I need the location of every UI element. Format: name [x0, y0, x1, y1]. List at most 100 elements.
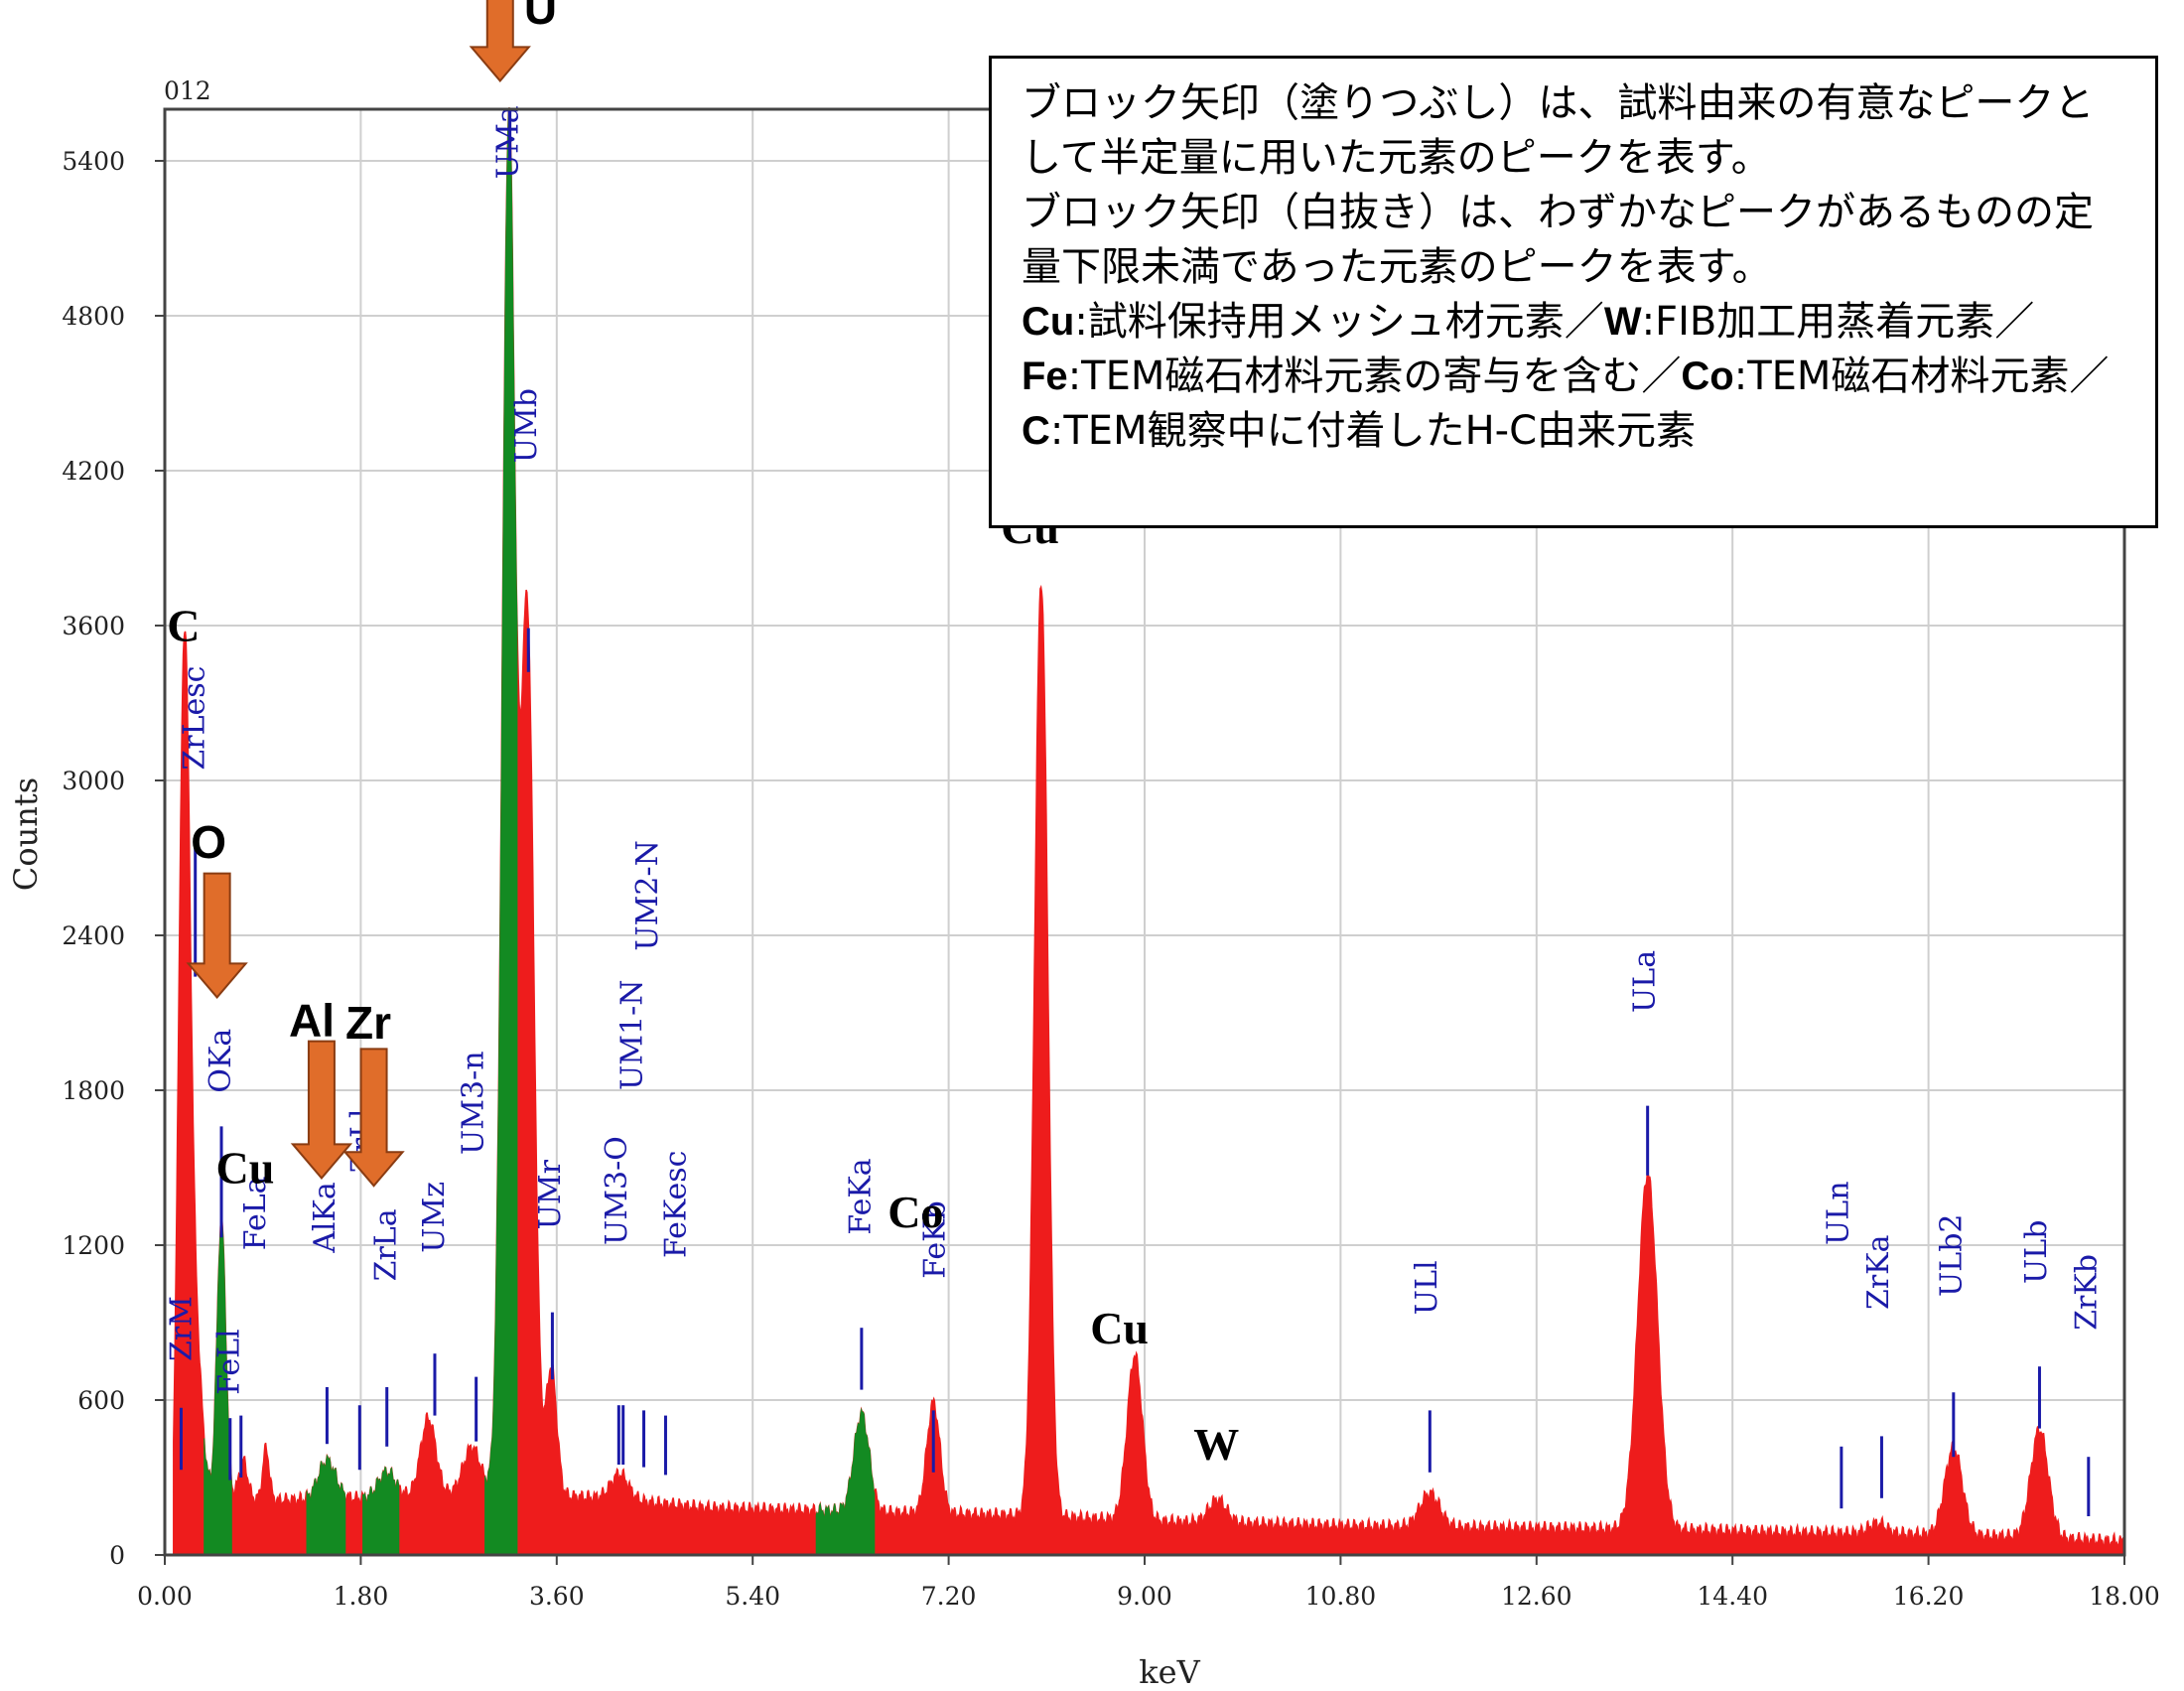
- peak-marker: UM1-N: [614, 980, 649, 1465]
- peak-marker: ZrKa: [1861, 1234, 1896, 1498]
- legend-element-notes: Cu:試料保持用メッシュ材元素／W:FIB加工用蒸着元素／Fe:TEM磁石材料元…: [1022, 295, 2125, 459]
- quantified-band-3: [484, 107, 518, 1556]
- x-tick-label-9: 16.20: [1893, 1582, 1965, 1611]
- peak-marker: ULb: [2019, 1220, 2054, 1429]
- peak-marker: UMa: [490, 105, 525, 179]
- peak-marker: UM3-n: [456, 1051, 490, 1442]
- x-tick-label-6: 10.80: [1305, 1582, 1377, 1611]
- y-tick-label-4: 2400: [62, 921, 125, 950]
- legend-co-symbol: Co: [1681, 354, 1734, 398]
- legend-fe-desc: :TEM磁石材料元素の寄与を含む／: [1067, 353, 1682, 399]
- y-axis-title: Counts: [7, 777, 45, 891]
- y-tick-label-8: 4800: [62, 302, 125, 331]
- peak-marker-label-18: FeKb: [917, 1200, 952, 1279]
- peak-marker-label-4: FeLa: [238, 1176, 273, 1250]
- x-tick-label-2: 3.60: [529, 1582, 585, 1611]
- peak-marker-label-22: ZrKa: [1861, 1234, 1896, 1310]
- peak-marker: ULa: [1627, 950, 1662, 1176]
- peak-marker-label-12: UMr: [533, 1159, 568, 1229]
- peak-marker: FeLl: [212, 1329, 247, 1480]
- peak-marker-label-16: FeKesc: [658, 1151, 693, 1259]
- y-tick-label-9: 5400: [62, 147, 125, 176]
- spectrum: [173, 107, 2125, 1556]
- peak-marker: FeLa: [238, 1176, 273, 1478]
- peak-marker: OKa: [204, 1029, 238, 1238]
- legend-cu-symbol: Cu: [1022, 300, 1075, 344]
- legend-c-desc: :TEM観察中に付着したH-C由来元素: [1049, 408, 1697, 454]
- peak-marker-label-0: ZrM: [164, 1296, 199, 1361]
- x-tick-label-5: 9.00: [1117, 1582, 1172, 1611]
- legend-fe-symbol: Fe: [1022, 354, 1068, 398]
- peak-marker-label-8: UMz: [417, 1182, 452, 1253]
- legend-box: ブロック矢印（塗りつぶし）は、試料由来の有意なピークとして半定量に用いた元素のピ…: [989, 56, 2158, 528]
- peak-marker: ULl: [1410, 1260, 1444, 1473]
- element-label-co-7: Co: [887, 1187, 943, 1237]
- peak-marker: ZrLesc: [178, 666, 212, 977]
- peak-marker-label-17: FeKa: [844, 1158, 879, 1234]
- element-label-c-0: C: [167, 601, 200, 651]
- peak-marker-label-15: UM2-N: [630, 840, 665, 950]
- peak-marker: FeKesc: [658, 1151, 693, 1476]
- peak-marker-label-10: UMa: [490, 105, 525, 179]
- quantified-band-1: [306, 1454, 346, 1556]
- peak-marker: UMb: [509, 388, 544, 672]
- element-label-u-5: U: [524, 0, 557, 34]
- peak-marker: ULn: [1822, 1181, 1856, 1509]
- peak-markers: ZrMZrLescOKaFeLlFeLaAlKaZrLlZrLaUMzUM3-n…: [164, 105, 2105, 1516]
- x-tick-label-8: 14.40: [1697, 1582, 1768, 1611]
- peak-marker-label-20: ULa: [1627, 950, 1662, 1013]
- peak-marker: UMz: [417, 1182, 452, 1416]
- element-label-cu-8: Cu: [1090, 1303, 1149, 1353]
- peak-marker-label-19: ULl: [1410, 1260, 1444, 1315]
- peak-marker-label-23: ULb2: [1935, 1214, 1970, 1298]
- legend-w-desc: :FIB加工用蒸着元素／: [1641, 299, 2035, 345]
- element-label-o-1: O: [191, 816, 226, 868]
- legend-c-symbol: C: [1022, 409, 1050, 453]
- peak-marker-label-21: ULn: [1822, 1181, 1856, 1245]
- peak-marker-label-1: ZrLesc: [178, 666, 212, 771]
- peak-marker-label-24: ULb: [2019, 1220, 2054, 1284]
- peak-marker-label-7: ZrLa: [369, 1208, 404, 1281]
- arrow-u: [469, 0, 531, 82]
- element-label-w-9: W: [1193, 1419, 1239, 1470]
- legend-line-hollow-arrow: ブロック矢印（白抜き）は、わずかなピークがあるものの定量下限未満であった元素のピ…: [1022, 190, 2094, 290]
- element-label-cu-2: Cu: [216, 1143, 275, 1194]
- peak-marker: ULb2: [1935, 1214, 1970, 1458]
- y-tick-label-3: 1800: [62, 1076, 125, 1105]
- peak-marker-label-3: FeLl: [212, 1329, 247, 1394]
- peak-marker: ZrLa: [369, 1208, 404, 1447]
- peak-marker: UMr: [533, 1159, 568, 1380]
- legend-co-desc: :TEM磁石材料元素／: [1733, 353, 2110, 399]
- legend-line-filled-arrow: ブロック矢印（塗りつぶし）は、試料由来の有意なピークとして半定量に用いた元素のピ…: [1022, 80, 2095, 181]
- legend-w-symbol: W: [1603, 300, 1642, 344]
- peak-marker-label-9: UM3-n: [456, 1051, 490, 1155]
- peak-marker: FeKa: [844, 1158, 879, 1390]
- x-tick-label-0: 0.00: [137, 1582, 193, 1611]
- x-tick-label-1: 1.80: [334, 1582, 389, 1611]
- y-tick-label-0: 0: [109, 1541, 125, 1570]
- quantified-band-4: [815, 1407, 876, 1556]
- peak-marker: UM3-O: [600, 1136, 634, 1465]
- peak-marker: AlKa: [308, 1182, 342, 1445]
- peak-marker-label-2: OKa: [204, 1029, 238, 1093]
- peak-marker-label-11: UMb: [509, 388, 544, 463]
- legend-cu-desc: :試料保持用メッシュ材元素／: [1074, 299, 1604, 345]
- y-tick-label-5: 3000: [62, 767, 125, 795]
- peak-marker-label-25: ZrKb: [2070, 1254, 2105, 1331]
- element-label-al-3: Al: [289, 994, 335, 1046]
- x-tick-label-3: 5.40: [725, 1582, 780, 1611]
- x-tick-label-4: 7.20: [921, 1582, 977, 1611]
- axis-ticks: 0.00 1.80 3.60 5.40 7.20 9.00 10.80 12.60 14.40 1…: [62, 147, 2159, 1611]
- y-tick-label-2: 1200: [62, 1231, 125, 1260]
- peak-marker: UM2-N: [630, 840, 665, 1468]
- peak-marker: ZrKb: [2070, 1254, 2105, 1516]
- peak-marker: ZrM: [164, 1296, 199, 1471]
- x-axis-title: keV: [1139, 1653, 1200, 1691]
- arrow-zr: [342, 1048, 405, 1188]
- quantified-band-0: [204, 1215, 232, 1556]
- y-tick-label-7: 4200: [62, 457, 125, 486]
- arrow-al: [290, 1040, 353, 1180]
- quantified-band-2: [362, 1466, 400, 1556]
- peak-marker: FeKb: [917, 1200, 952, 1473]
